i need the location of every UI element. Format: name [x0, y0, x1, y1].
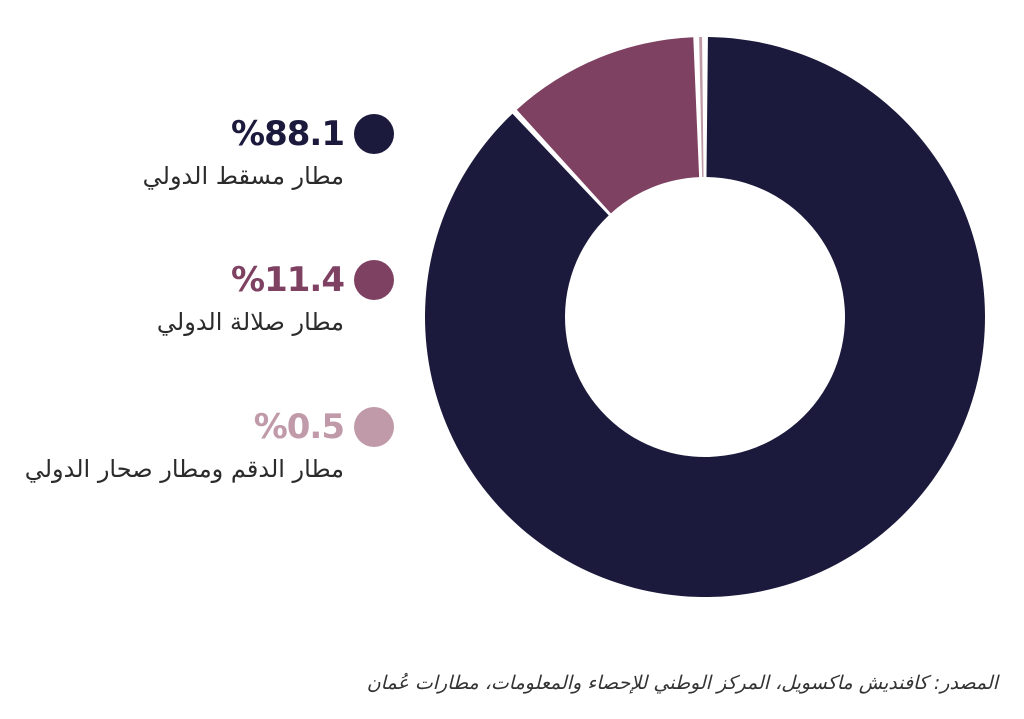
legend-item-salalah: %11.4 مطار صلالة الدولي: [157, 260, 394, 336]
legend-swatch-muscat: [354, 114, 394, 154]
source-note: المصدر: كافنديش ماكسويل، المركز الوطني ل…: [366, 672, 998, 694]
legend-item-muscat: %88.1 مطار مسقط الدولي: [143, 114, 394, 190]
legend-swatch-duqm-sohar: [354, 407, 394, 447]
legend-value-muscat: %88.1: [231, 114, 345, 154]
donut-slice-salalah: [516, 37, 700, 214]
legend-swatch-salalah: [354, 260, 394, 300]
donut-slice-duqm-sohar: [699, 37, 704, 178]
legend-label-duqm-sohar: مطار الدقم ومطار صحار الدولي: [24, 455, 344, 483]
legend-label-muscat: مطار مسقط الدولي: [142, 162, 344, 190]
legend-value-salalah: %11.4: [231, 260, 345, 300]
donut-slice-muscat: [424, 37, 985, 597]
legend-value-duqm-sohar: %0.5: [253, 407, 345, 447]
donut-slices: [424, 37, 985, 597]
legend-item-duqm-sohar: %0.5 مطار الدقم ومطار صحار الدولي: [25, 407, 394, 483]
legend-label-salalah: مطار صلالة الدولي: [156, 308, 344, 336]
